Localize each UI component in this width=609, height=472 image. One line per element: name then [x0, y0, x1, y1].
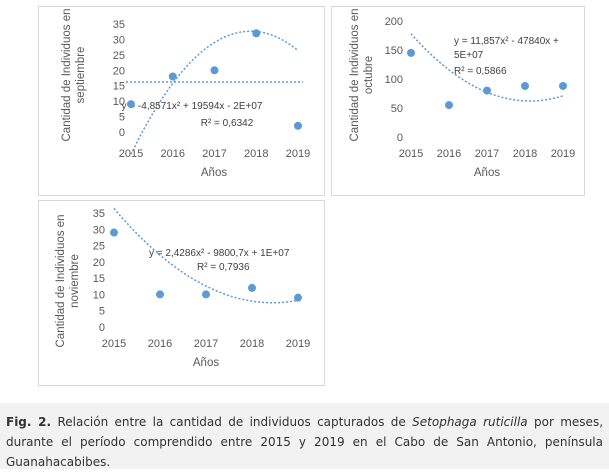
data-point [521, 81, 529, 90]
x-tick-label: 2015 [399, 148, 423, 160]
data-point [294, 121, 302, 130]
y-axis-title-line: Cantidad de Individuos en [349, 9, 361, 142]
x-tick-label: 2019 [286, 338, 310, 350]
data-point [210, 66, 219, 75]
y-axis-title-line: octubre [363, 56, 375, 94]
y-tick-label: 15 [113, 81, 125, 93]
y-tick-label: 30 [113, 34, 125, 46]
y-tick-label: 25 [113, 50, 125, 62]
x-tick-label: 2016 [148, 338, 172, 350]
x-axis-title: Años [193, 357, 219, 369]
caption-text-after: por meses, durante el período comprendid… [6, 415, 604, 469]
x-tick-label: 2017 [475, 148, 499, 160]
caption-label: Fig. 2. [6, 415, 52, 429]
y-axis-title: Cantidad de Individuos en septiembre [61, 9, 87, 142]
x-tick-label: 2019 [551, 148, 575, 160]
y-axis-title-line: Cantidad de Individuos en [61, 9, 73, 142]
x-tick-label: 2016 [161, 148, 185, 160]
x-tick-label: 2018 [244, 148, 268, 160]
data-point [294, 293, 302, 302]
caption-text-before: Relación entre la cantidad de individuos… [51, 415, 413, 429]
x-tick-label: 2019 [286, 148, 310, 160]
y-tick-label: 5 [119, 112, 125, 124]
data-point [202, 290, 210, 299]
chart-noviembre-svg: 0 5 10 15 20 25 30 35 2015 2016 2017 2018 2019 Años Ca… [55, 207, 310, 369]
r-squared-label: R² = 0,6342 [201, 118, 254, 129]
y-tick-label: 20 [93, 257, 105, 269]
chart-septiembre: 0 5 10 15 20 25 30 35 2015 2016 2017 2018 2019 Años Ca… [38, 6, 325, 196]
y-axis-title: Cantidad de Individuos en octubre [349, 9, 375, 142]
data-point [248, 283, 256, 292]
trendline-equation: y = 2,4286x² - 9800,7x + 1E+07 [149, 248, 290, 259]
y-axis-title-line: Cantidad de Individuos en [55, 215, 67, 348]
x-axis-title: Años [474, 167, 500, 179]
chart-octubre: 0 50 100 150 200 2015 2016 2017 2018 2019 Años Cant… [331, 6, 585, 196]
x-tick-label: 2018 [240, 338, 264, 350]
y-tick-label: 25 [93, 241, 105, 253]
y-axis-title: Cantidad de Individuos en noviembre [55, 215, 81, 348]
x-tick-label: 2018 [513, 148, 537, 160]
y-tick-label: 35 [113, 19, 125, 31]
y-tick-label: 200 [385, 16, 403, 28]
data-point [407, 48, 415, 57]
trendline [113, 207, 299, 304]
y-tick-label: 0 [119, 127, 125, 139]
y-tick-label: 5 [99, 306, 105, 318]
y-tick-label: 150 [385, 45, 403, 57]
y-tick-label: 10 [113, 96, 125, 108]
r-squared-label: R² = 0,5866 [454, 66, 507, 77]
x-axis-title: Años [201, 167, 227, 179]
figure-caption: Fig. 2. Relación entre la cantidad de in… [0, 403, 609, 469]
y-tick-label: 0 [99, 322, 105, 334]
y-tick-label: 100 [385, 74, 403, 86]
r-squared-label: R² = 0,7936 [197, 262, 250, 273]
trendline-equation: y = -4,8571x² + 19594x - 2E+07 [122, 101, 263, 112]
y-tick-label: 10 [93, 289, 105, 301]
data-point [483, 86, 491, 95]
y-axis-title-line: septiembre [75, 47, 87, 104]
trendline-equation: y = 11,857x² - 47840x + [454, 36, 559, 47]
data-point [127, 100, 135, 109]
data-point [252, 29, 261, 38]
y-tick-label: 50 [391, 103, 403, 115]
data-point [168, 72, 177, 81]
chart-noviembre: 0 5 10 15 20 25 30 35 2015 2016 2017 2018 2019 Años Ca… [38, 200, 325, 386]
data-point [156, 290, 164, 299]
y-axis-title-line: noviembre [69, 254, 81, 308]
x-tick-label: 2016 [437, 148, 461, 160]
y-tick-label: 20 [113, 65, 125, 77]
trendline [130, 30, 299, 155]
x-tick-label: 2015 [102, 338, 126, 350]
x-tick-label: 2017 [202, 148, 226, 160]
x-tick-label: 2017 [194, 338, 218, 350]
data-point [559, 81, 567, 90]
caption-species: Setophaga ruticilla [412, 415, 528, 429]
y-tick-label: 0 [397, 132, 403, 144]
y-tick-label: 15 [93, 273, 105, 285]
data-point [445, 101, 453, 110]
trendline-equation: 5E+07 [454, 50, 484, 61]
chart-octubre-svg: 0 50 100 150 200 2015 2016 2017 2018 2019 Años Cant… [349, 9, 575, 180]
y-tick-label: 30 [93, 224, 105, 236]
y-tick-label: 35 [93, 208, 105, 220]
data-point [110, 228, 118, 237]
